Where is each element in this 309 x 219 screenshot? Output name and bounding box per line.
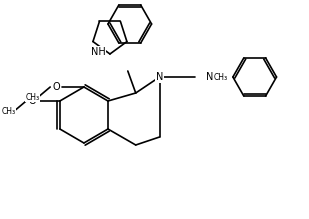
Text: O: O (28, 96, 36, 106)
Text: NH: NH (206, 72, 220, 82)
Text: N: N (156, 72, 163, 82)
Text: CH₃: CH₃ (1, 106, 15, 115)
Text: CH₃: CH₃ (214, 72, 228, 81)
Text: O: O (52, 82, 60, 92)
Text: NH: NH (91, 47, 105, 57)
Text: CH₃: CH₃ (25, 92, 40, 101)
